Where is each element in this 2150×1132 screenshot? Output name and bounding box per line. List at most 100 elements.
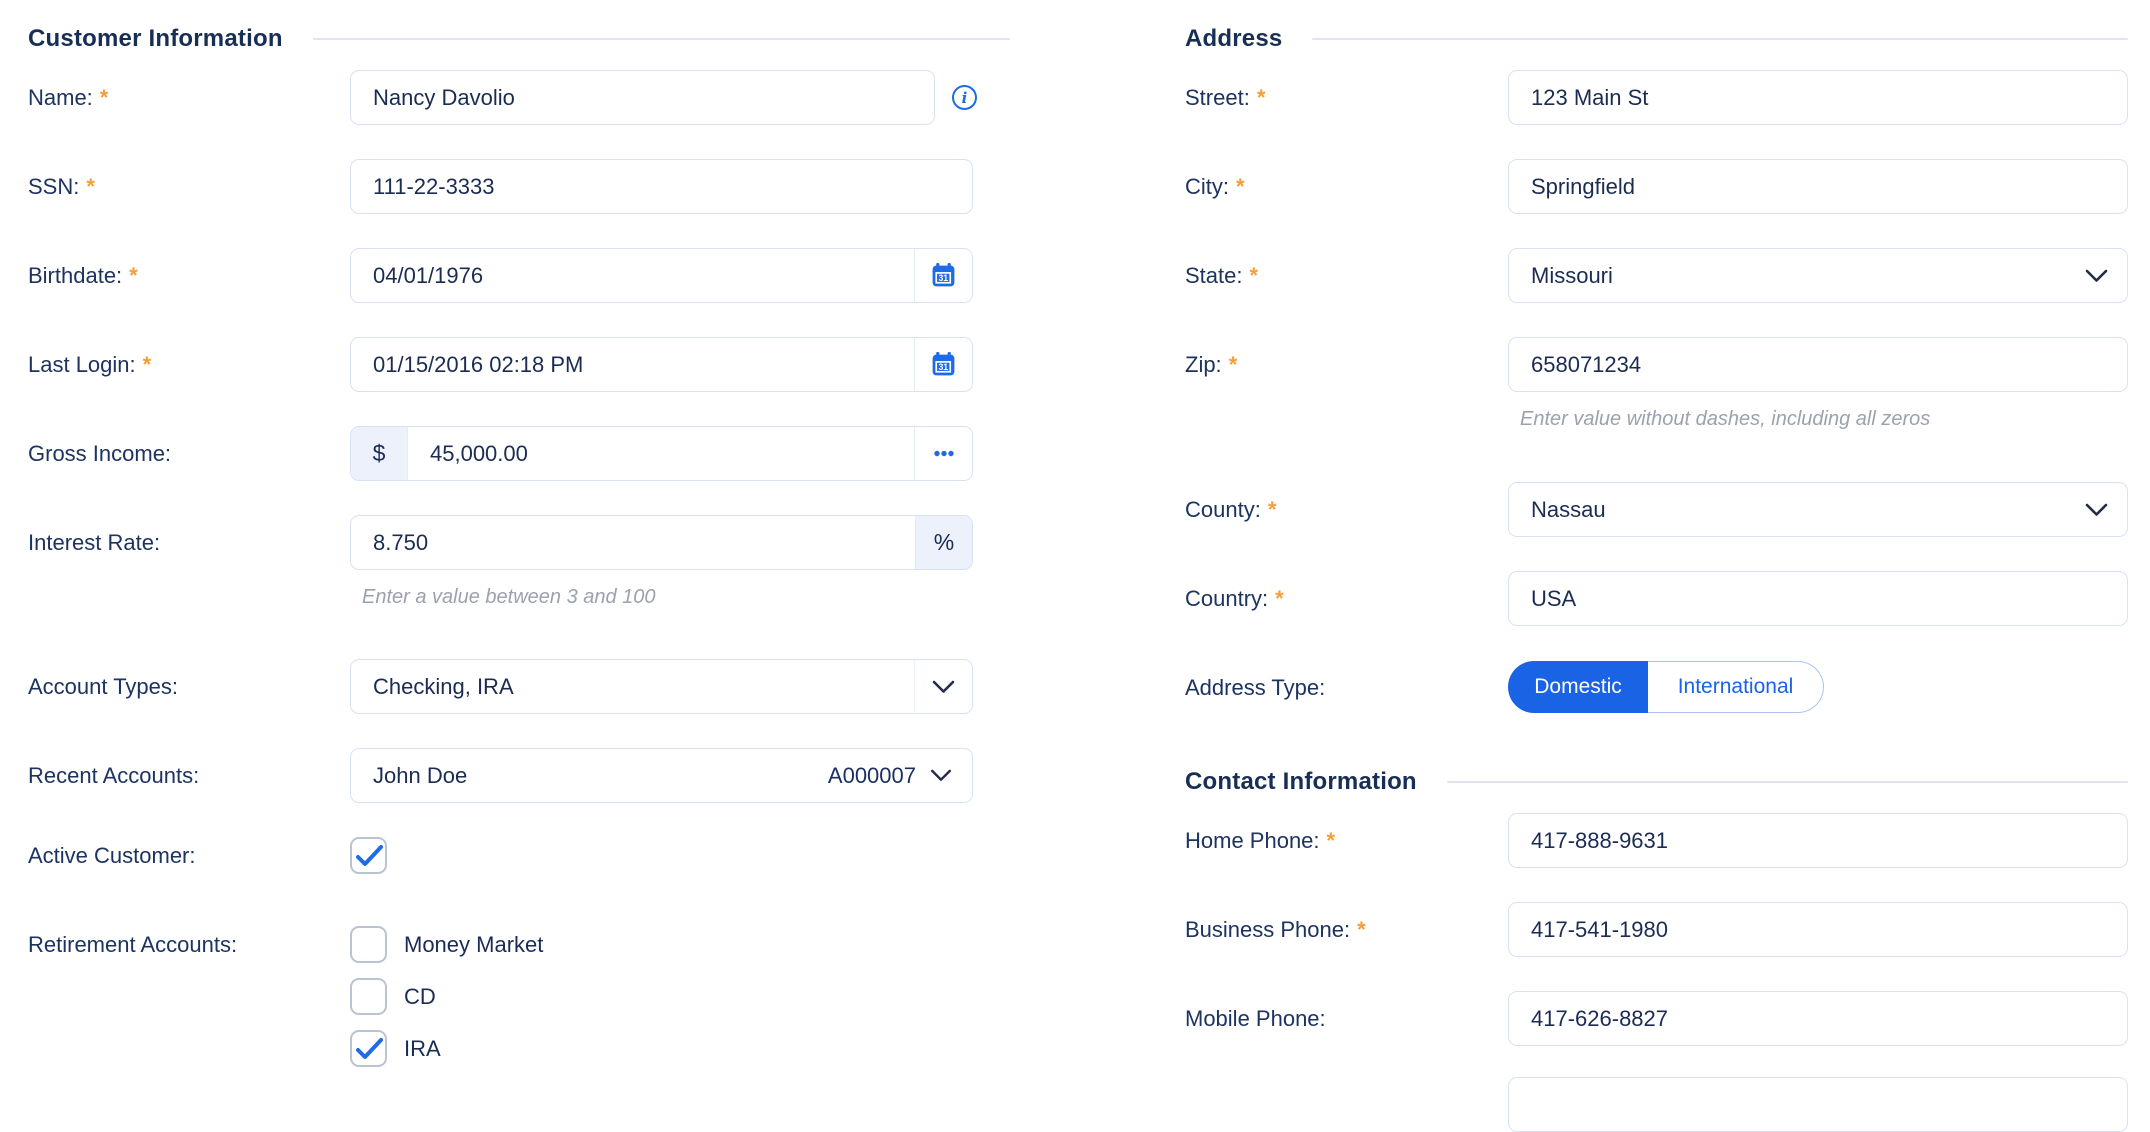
required-marker: *	[1326, 828, 1336, 853]
gross-income-label: Gross Income:	[28, 441, 172, 466]
info-icon[interactable]: i	[951, 84, 978, 111]
recent-accounts-value: John Doe	[373, 762, 468, 788]
required-marker: *	[1357, 917, 1366, 942]
account-types-select[interactable]: Checking, IRA	[350, 659, 973, 714]
calendar-button[interactable]: 31	[914, 338, 972, 391]
state-select[interactable]: Missouri	[1508, 248, 2128, 303]
required-marker: *	[129, 263, 138, 288]
country-input[interactable]	[1509, 572, 2127, 625]
section-title: Contact Information	[1185, 768, 1417, 795]
street-input[interactable]	[1509, 71, 2127, 124]
recent-accounts-select[interactable]: John Doe A000007	[350, 748, 973, 803]
gross-income-input[interactable]	[408, 427, 914, 480]
zip-input-box	[1508, 337, 2128, 392]
interest-rate-hint: Enter a value between 3 and 100	[362, 586, 656, 608]
mobile-phone-row: Mobile Phone:	[1185, 991, 2128, 1046]
city-input[interactable]	[1509, 160, 2127, 213]
dropdown-button[interactable]	[2065, 483, 2127, 536]
city-input-box	[1508, 159, 2128, 214]
ira-checkbox[interactable]	[350, 1030, 387, 1067]
gross-income-input-box: $	[350, 426, 973, 481]
calendar-icon: 31	[932, 263, 955, 287]
home-phone-label: Home Phone: *	[1185, 828, 1336, 853]
name-input-box	[350, 70, 935, 125]
last-login-label: Last Login: *	[28, 352, 152, 377]
svg-text:31: 31	[938, 362, 948, 372]
header-divider	[1312, 38, 2128, 40]
gross-income-row: Gross Income: $	[28, 426, 1010, 481]
chevron-down-icon	[932, 680, 955, 693]
svg-text:i: i	[962, 89, 968, 107]
cd-checkbox[interactable]	[350, 978, 387, 1015]
checkmark-icon	[355, 1037, 383, 1059]
money-market-checkbox[interactable]	[350, 926, 387, 963]
calendar-button[interactable]: 31	[914, 249, 972, 302]
required-marker: *	[1275, 586, 1284, 611]
birthdate-input[interactable]	[351, 249, 914, 302]
required-marker: *	[1267, 497, 1277, 522]
ellipsis-icon	[933, 450, 954, 457]
retirement-option: Money Market	[350, 926, 973, 963]
street-label: Street: *	[1185, 85, 1266, 110]
address-type-toggle: Domestic International	[1508, 661, 1824, 713]
retirement-accounts-label: Retirement Accounts:	[28, 932, 238, 957]
ssn-input[interactable]	[351, 160, 972, 213]
mobile-phone-input[interactable]	[1509, 992, 2127, 1045]
street-input-box	[1508, 70, 2128, 125]
account-types-value: Checking, IRA	[373, 673, 514, 699]
name-input[interactable]	[351, 71, 934, 124]
county-select[interactable]: Nassau	[1508, 482, 2128, 537]
zip-input[interactable]	[1509, 338, 2127, 391]
last-login-input[interactable]	[351, 338, 914, 391]
zip-hint: Enter value without dashes, including al…	[1520, 408, 1931, 430]
address-section: Address Street:* City:* State:* Missouri	[1185, 22, 2128, 1132]
checkbox-label: Money Market	[404, 932, 544, 957]
section-title: Address	[1185, 25, 1283, 52]
recent-accounts-label: Recent Accounts:	[28, 763, 200, 788]
required-marker: *	[1236, 174, 1245, 199]
interest-rate-label: Interest Rate:	[28, 530, 161, 555]
home-phone-row: Home Phone: *	[1185, 813, 2128, 868]
toggle-option-international[interactable]: International	[1648, 661, 1824, 713]
country-label: Country: *	[1185, 586, 1284, 611]
business-phone-input[interactable]	[1509, 903, 2127, 956]
birthdate-input-box: 31	[350, 248, 973, 303]
calendar-icon: 31	[932, 352, 955, 376]
birthdate-label: Birthdate: *	[28, 263, 138, 288]
customer-information-section: Customer Information Name:* i SSN:*	[28, 22, 1010, 1067]
recent-accounts-row: Recent Accounts: John Doe A000007	[28, 748, 1010, 803]
account-code: A000007	[827, 762, 916, 788]
retirement-accounts-row: Retirement Accounts: Money Market CD IRA	[28, 926, 1010, 1067]
chevron-down-icon	[930, 769, 952, 781]
active-customer-checkbox[interactable]	[350, 837, 387, 874]
ssn-input-box	[350, 159, 973, 214]
dropdown-button[interactable]	[2065, 249, 2127, 302]
checkbox-label: CD	[404, 984, 436, 1009]
last-login-input-box: 31	[350, 337, 973, 392]
toggle-option-domestic[interactable]: Domestic	[1508, 661, 1648, 713]
city-label: City: *	[1185, 174, 1245, 199]
street-row: Street: *	[1185, 70, 2128, 125]
checkmark-icon	[355, 844, 383, 866]
interest-rate-input[interactable]	[351, 516, 915, 569]
country-input-box	[1508, 571, 2128, 626]
mobile-phone-label: Mobile Phone:	[1185, 1006, 1326, 1031]
county-label: County: *	[1185, 497, 1277, 522]
checkbox-label: IRA	[404, 1036, 441, 1061]
svg-text:31: 31	[938, 273, 948, 283]
currency-prefix: $	[351, 427, 408, 480]
header-divider	[312, 38, 1010, 40]
dropdown-button[interactable]	[914, 660, 972, 713]
required-marker: *	[86, 174, 95, 199]
business-phone-input-box	[1508, 902, 2128, 957]
last-login-row: Last Login:* 31	[28, 337, 1010, 392]
header-divider	[1446, 781, 2128, 783]
required-marker: *	[1228, 352, 1238, 377]
active-customer-label: Active Customer:	[28, 843, 196, 868]
retirement-option: IRA	[350, 1030, 973, 1067]
options-button[interactable]	[914, 427, 972, 480]
ssn-label: SSN: *	[28, 174, 95, 199]
required-marker: *	[1249, 263, 1259, 288]
home-phone-input[interactable]	[1509, 814, 2127, 867]
county-row: County: * Nassau	[1185, 482, 2128, 537]
